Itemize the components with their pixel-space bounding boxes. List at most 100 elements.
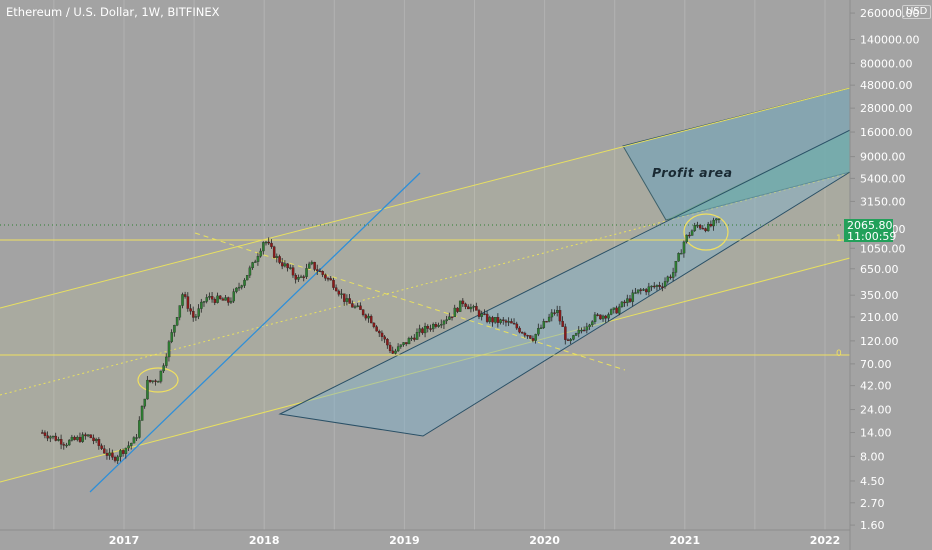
candle-body bbox=[518, 327, 521, 333]
candle-body bbox=[108, 452, 111, 456]
candle-body bbox=[432, 324, 435, 330]
y-tick-label: 350.00 bbox=[860, 289, 899, 302]
candle-body bbox=[291, 267, 295, 276]
downtrend-dashed-line[interactable] bbox=[194, 232, 626, 371]
candle-body bbox=[216, 295, 219, 303]
candle-body bbox=[709, 223, 713, 227]
candle-body bbox=[456, 307, 459, 312]
candle-body bbox=[170, 332, 173, 342]
currency-label[interactable]: USD bbox=[902, 5, 932, 19]
candle-body bbox=[262, 242, 265, 252]
candle-body bbox=[318, 270, 322, 273]
candle-body bbox=[566, 339, 570, 341]
candle-body bbox=[369, 315, 373, 324]
candle-body bbox=[259, 250, 262, 257]
candle-body bbox=[442, 320, 446, 325]
candle-body bbox=[712, 219, 715, 227]
candle-body bbox=[701, 227, 705, 230]
blue-trend-line[interactable] bbox=[89, 172, 421, 493]
candle-body bbox=[235, 287, 238, 292]
highlight-ellipse-2021[interactable] bbox=[683, 213, 729, 251]
candle-body bbox=[210, 296, 214, 300]
candle-body bbox=[232, 291, 235, 302]
y-tick-label: 48000.00 bbox=[860, 79, 913, 92]
candle-body bbox=[194, 316, 198, 318]
candle-body bbox=[97, 439, 101, 446]
candle-body bbox=[70, 436, 74, 441]
candle-body bbox=[502, 319, 505, 321]
channel-upper-line[interactable] bbox=[0, 87, 851, 309]
y-tick-label: 650.00 bbox=[860, 263, 899, 276]
candle-body bbox=[480, 313, 484, 317]
candle-body bbox=[324, 274, 327, 279]
candlestick-series bbox=[41, 217, 721, 464]
candle-body bbox=[631, 292, 635, 302]
candle-body bbox=[485, 313, 489, 322]
candle-body bbox=[569, 339, 573, 341]
candle-body bbox=[696, 224, 699, 227]
candle-body bbox=[275, 256, 279, 258]
candle-body bbox=[645, 289, 648, 293]
candle-body bbox=[715, 218, 718, 221]
candle-body bbox=[313, 261, 316, 270]
candle-body bbox=[345, 298, 349, 302]
candle-body bbox=[151, 380, 155, 382]
candle-body bbox=[41, 432, 44, 434]
candle-body bbox=[57, 439, 60, 441]
candle-body bbox=[264, 241, 268, 244]
candle-body bbox=[628, 298, 632, 302]
channel-lower-line[interactable] bbox=[0, 257, 851, 483]
candle-body bbox=[173, 325, 176, 333]
candle-body bbox=[445, 319, 448, 322]
candle-body bbox=[423, 325, 427, 334]
candle-body bbox=[154, 380, 157, 382]
highlight-ellipse-2017[interactable] bbox=[137, 367, 179, 393]
candle-body bbox=[580, 329, 583, 332]
y-tick-label: 24.00 bbox=[860, 404, 892, 417]
candle-body bbox=[666, 276, 670, 282]
candle-body bbox=[504, 320, 508, 323]
candle-body bbox=[429, 328, 432, 330]
candle-body bbox=[243, 279, 246, 286]
channel-mid-line bbox=[0, 172, 851, 396]
candle-body bbox=[582, 329, 586, 332]
candle-body bbox=[653, 285, 656, 288]
candle-body bbox=[65, 444, 68, 447]
candle-body bbox=[658, 285, 661, 287]
candle-body bbox=[510, 321, 513, 324]
candle-body bbox=[132, 437, 136, 444]
candle-body bbox=[267, 241, 271, 244]
y-tick-label: 14.00 bbox=[860, 427, 892, 440]
y-tick-label: 80000.00 bbox=[860, 57, 913, 70]
candle-body bbox=[375, 326, 378, 332]
candle-body bbox=[588, 324, 591, 327]
candle-body bbox=[73, 436, 76, 440]
candle-body bbox=[547, 316, 551, 322]
y-tick-label: 8.00 bbox=[860, 450, 885, 463]
candle-body bbox=[119, 450, 122, 457]
candle-body bbox=[237, 286, 241, 289]
candle-body bbox=[159, 370, 163, 382]
candle-body bbox=[356, 305, 360, 307]
candle-body bbox=[224, 297, 227, 301]
candle-body bbox=[130, 443, 133, 446]
candle-body bbox=[391, 350, 395, 354]
candle-body bbox=[219, 295, 222, 299]
candle-body bbox=[561, 320, 564, 327]
x-axis: 2017 2018 2019 2020 2021 2022 bbox=[0, 529, 850, 547]
candle-body bbox=[186, 296, 190, 309]
candle-body bbox=[520, 332, 524, 334]
candle-body bbox=[394, 350, 397, 354]
candle-body bbox=[558, 310, 562, 322]
candle-body bbox=[396, 346, 400, 352]
candle-body bbox=[596, 314, 599, 316]
candle-body bbox=[386, 339, 389, 346]
candle-body bbox=[542, 321, 546, 328]
x-tick-label: 2019 bbox=[389, 534, 420, 547]
candle-body bbox=[59, 439, 63, 445]
y-tick-label: 3150.00 bbox=[860, 195, 906, 208]
candle-body bbox=[499, 319, 502, 323]
candle-body bbox=[181, 294, 184, 306]
candle-body bbox=[208, 296, 211, 298]
